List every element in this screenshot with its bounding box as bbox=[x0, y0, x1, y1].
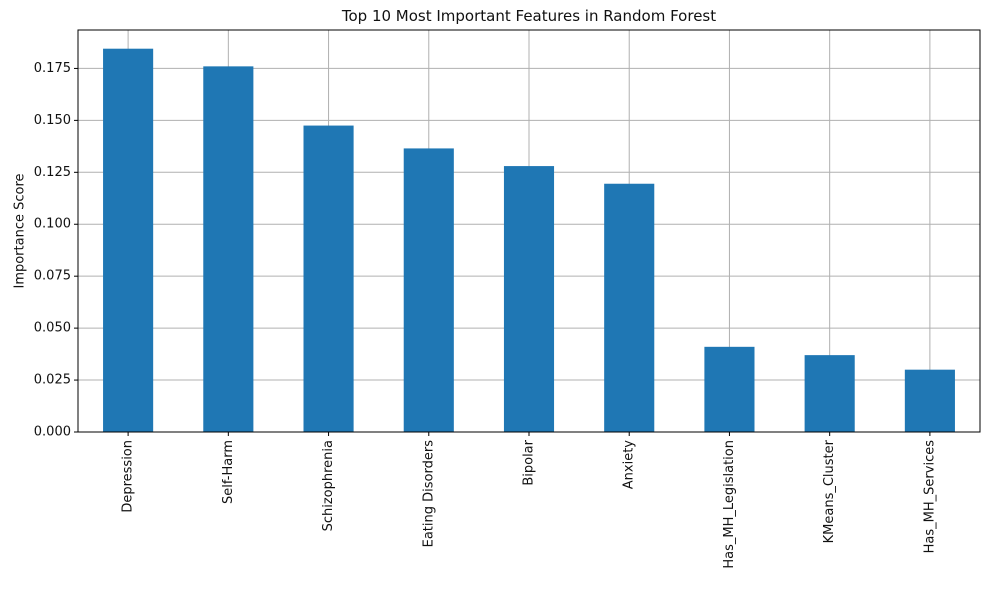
y-axis-ticks: 0.000 0.025 0.050 0.075 0.100 0.125 0.150 0.175 bbox=[34, 61, 78, 440]
bars bbox=[103, 48, 955, 433]
x-tick-label: Eating Disorders bbox=[421, 440, 436, 548]
y-axis-label: Importance Score bbox=[13, 173, 28, 288]
x-tick-label: Bipolar bbox=[522, 439, 537, 485]
x-tick-label: Depression bbox=[121, 440, 136, 513]
y-tick-label: 0.100 bbox=[34, 217, 71, 232]
bar-has-mh-legislation bbox=[704, 346, 755, 432]
bar-has-mh-services bbox=[904, 369, 955, 432]
bar-self-harm bbox=[203, 66, 254, 432]
bar-anxiety bbox=[604, 183, 655, 432]
y-tick-label: 0.125 bbox=[34, 165, 71, 180]
bar-kmeans-cluster bbox=[804, 355, 855, 432]
y-tick-label: 0.025 bbox=[34, 373, 71, 388]
bar-bipolar bbox=[503, 166, 555, 432]
y-tick-label: 0.050 bbox=[34, 321, 71, 336]
x-tick-label: Self-Harm bbox=[221, 440, 236, 504]
bar-schizophrenia bbox=[303, 125, 354, 433]
bar-depression bbox=[103, 48, 154, 433]
x-tick-label: KMeans_Cluster bbox=[822, 439, 837, 543]
x-tick-label: Has_MH_Legislation bbox=[722, 440, 737, 569]
x-axis-ticks: Depression Self-Harm Schizophrenia Eating D… bbox=[121, 432, 937, 569]
bar-eating-disorders bbox=[403, 148, 454, 432]
y-tick-label: 0.175 bbox=[34, 61, 71, 76]
y-tick-label: 0.150 bbox=[34, 113, 71, 128]
chart-title: Top 10 Most Important Features in Random… bbox=[341, 7, 716, 25]
y-tick-label: 0.000 bbox=[34, 425, 71, 440]
y-tick-label: 0.075 bbox=[34, 269, 71, 284]
x-tick-label: Has_MH_Services bbox=[922, 440, 937, 554]
x-tick-label: Schizophrenia bbox=[321, 440, 336, 531]
x-tick-label: Anxiety bbox=[622, 440, 637, 490]
